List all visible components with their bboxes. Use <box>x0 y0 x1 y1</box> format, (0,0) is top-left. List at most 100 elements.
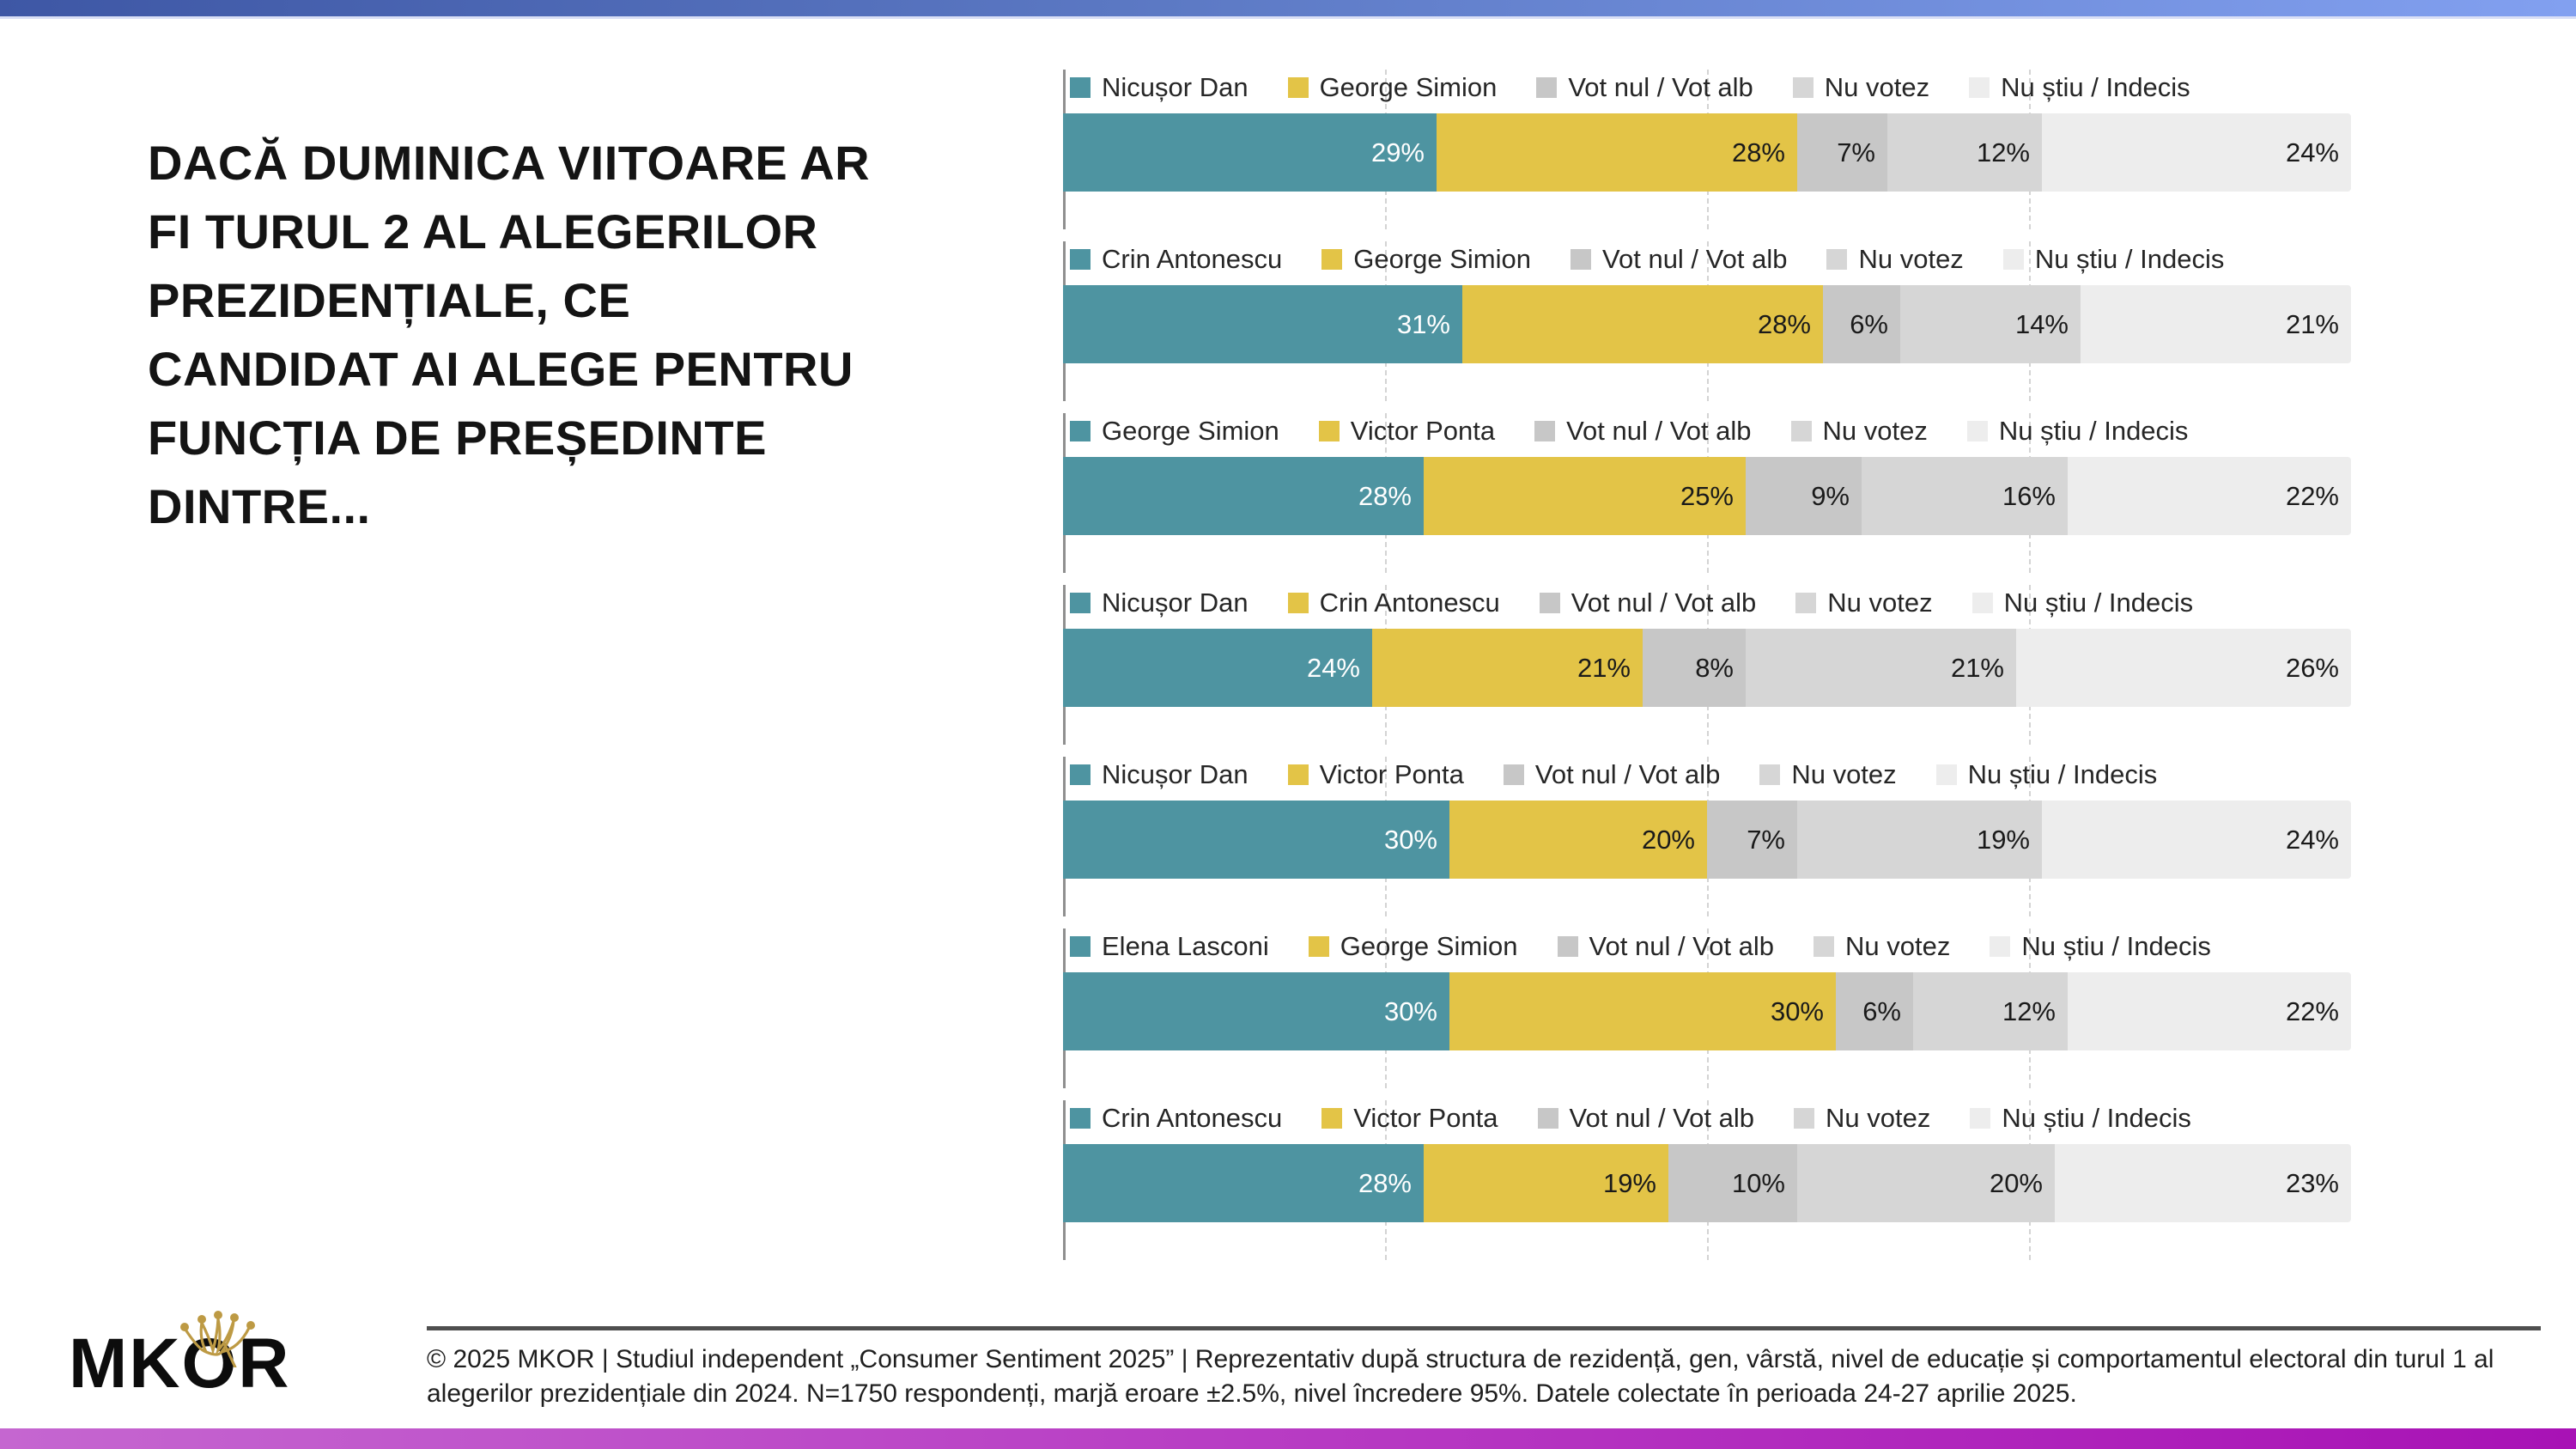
legend-swatch-icon <box>1826 249 1848 270</box>
bar-segment: 6% <box>1836 972 1913 1050</box>
stacked-bar: 30% 20% 7% 19% 24% <box>1063 801 2351 879</box>
legend-label: Nu votez <box>1824 72 1930 102</box>
chart-legend: Elena Lasconi George Simion Vot nul / Vot … <box>1070 931 2211 962</box>
legend-label: Nicușor Dan <box>1102 588 1249 618</box>
legend-label: George Simion <box>1102 416 1279 446</box>
legend-swatch-icon <box>1308 936 1329 957</box>
bar-value-label: 8% <box>1695 652 1734 683</box>
mkor-logo: MKOR <box>69 1311 378 1416</box>
bar-segment: 28% <box>1437 113 1797 192</box>
bar-segment: 24% <box>2042 113 2351 192</box>
stacked-bar: 31% 28% 6% 14% 21% <box>1063 285 2351 363</box>
legend-item: Nu știu / Indecis <box>2002 244 2225 275</box>
bar-value-label: 26% <box>2285 652 2339 683</box>
bar-segment: 21% <box>1372 629 1643 707</box>
legend-item: George Simion <box>1287 72 1498 103</box>
bar-value-label: 21% <box>2285 308 2339 339</box>
legend-swatch-icon <box>1070 249 1091 270</box>
legend-item: Vot nul / Vot alb <box>1503 759 1720 790</box>
stacked-bar: 28% 25% 9% 16% 22% <box>1063 457 2351 535</box>
bar-segment: 22% <box>2068 972 2351 1050</box>
legend-label: Nu știu / Indecis <box>1998 416 2189 446</box>
stacked-bar: 28% 19% 10% 20% 23% <box>1063 1144 2351 1222</box>
legend-label: Nu știu / Indecis <box>2034 244 2225 274</box>
legend-label: Nu știu / Indecis <box>1967 759 2158 789</box>
legend-swatch-icon <box>1070 1108 1091 1129</box>
legend-item: Nu știu / Indecis <box>1970 1103 2191 1134</box>
legend-label: Crin Antonescu <box>1102 1103 1283 1133</box>
poll-chart: Crin Antonescu George Simion Vot nul / Vot… <box>1063 241 2351 417</box>
bar-segment: 21% <box>1746 629 2016 707</box>
legend-swatch-icon <box>1070 421 1091 441</box>
legend-swatch-icon <box>1503 764 1524 785</box>
bar-segment: 12% <box>1887 113 2042 192</box>
legend-label: Victor Ponta <box>1350 416 1496 446</box>
legend-item: Crin Antonescu <box>1070 244 1282 275</box>
bar-value-label: 6% <box>1862 995 1901 1026</box>
legend-item: George Simion <box>1308 931 1518 962</box>
legend-item: Crin Antonescu <box>1070 1103 1282 1134</box>
top-accent-bar <box>0 0 2576 19</box>
bar-segment: 23% <box>2055 1144 2351 1222</box>
legend-swatch-icon <box>1321 249 1343 270</box>
legend-item: Nu știu / Indecis <box>1966 416 2189 447</box>
chart-legend: Nicușor Dan George Simion Vot nul / Vot al… <box>1070 72 2190 103</box>
legend-swatch-icon <box>1070 77 1091 98</box>
bar-value-label: 30% <box>1383 824 1437 855</box>
bar-value-label: 24% <box>2285 824 2339 855</box>
bar-value-label: 16% <box>2002 480 2056 511</box>
bar-value-label: 19% <box>1976 824 2030 855</box>
legend-label: Vot nul / Vot alb <box>1566 416 1752 446</box>
bar-value-label: 28% <box>1757 308 1811 339</box>
legend-swatch-icon <box>1321 1108 1343 1129</box>
bar-value-label: 20% <box>1989 1167 2043 1198</box>
chart-legend: Crin Antonescu George Simion Vot nul / Vot… <box>1070 244 2225 275</box>
legend-item: Nicușor Dan <box>1070 588 1249 618</box>
legend-item: Nu știu / Indecis <box>1935 759 2158 790</box>
legend-swatch-icon <box>2002 249 2024 270</box>
bar-segment: 28% <box>1063 457 1424 535</box>
legend-label: Nu votez <box>1822 416 1928 446</box>
legend-label: George Simion <box>1319 72 1498 102</box>
bar-value-label: 28% <box>1358 480 1412 511</box>
bar-segment: 10% <box>1668 1144 1797 1222</box>
legend-item: Elena Lasconi <box>1070 931 1269 962</box>
legend-label: George Simion <box>1340 931 1518 961</box>
legend-label: Vot nul / Vot alb <box>1602 244 1788 274</box>
footer-disclaimer: © 2025 MKOR | Studiul independent „Consu… <box>427 1345 2494 1408</box>
bar-value-label: 22% <box>2285 995 2339 1026</box>
bar-value-label: 19% <box>1602 1167 1656 1198</box>
legend-swatch-icon <box>1792 77 1814 98</box>
legend-swatch-icon <box>1287 77 1309 98</box>
bar-segment: 19% <box>1424 1144 1668 1222</box>
legend-item: Vot nul / Vot alb <box>1571 244 1787 275</box>
bar-segment: 9% <box>1746 457 1862 535</box>
legend-item: Victor Ponta <box>1287 759 1464 790</box>
poll-chart: Nicușor Dan Crin Antonescu Vot nul / Vot a… <box>1063 585 2351 760</box>
page-title-line: PREZIDENȚIALE, CE <box>148 273 631 327</box>
bar-value-label: 14% <box>2014 308 2069 339</box>
bar-segment: 6% <box>1823 285 1900 363</box>
bar-segment: 21% <box>2081 285 2351 363</box>
legend-item: Nu votez <box>1795 588 1933 618</box>
bar-value-label: 9% <box>1811 480 1850 511</box>
poll-chart: Elena Lasconi George Simion Vot nul / Vot … <box>1063 928 2351 1104</box>
legend-swatch-icon <box>1287 764 1309 785</box>
bar-segment: 20% <box>1797 1144 2055 1222</box>
legend-label: Nicușor Dan <box>1102 72 1249 102</box>
bar-value-label: 21% <box>1950 652 2004 683</box>
legend-swatch-icon <box>1287 593 1309 613</box>
legend-label: Crin Antonescu <box>1102 244 1283 274</box>
bar-value-label: 28% <box>1358 1167 1412 1198</box>
bar-value-label: 24% <box>1306 652 1360 683</box>
page-title-line: CANDIDAT AI ALEGE PENTRU <box>148 342 854 396</box>
legend-label: Nu votez <box>1827 588 1933 618</box>
bar-segment: 30% <box>1063 972 1449 1050</box>
legend-label: Nu votez <box>1844 931 1951 961</box>
legend-label: Victor Ponta <box>1319 759 1464 789</box>
bar-value-label: 28% <box>1731 137 1785 167</box>
chart-legend: Nicușor Dan Crin Antonescu Vot nul / Vot a… <box>1070 588 2193 618</box>
legend-item: Nu votez <box>1759 759 1897 790</box>
legend-label: Elena Lasconi <box>1102 931 1269 961</box>
legend-swatch-icon <box>1990 936 2011 957</box>
